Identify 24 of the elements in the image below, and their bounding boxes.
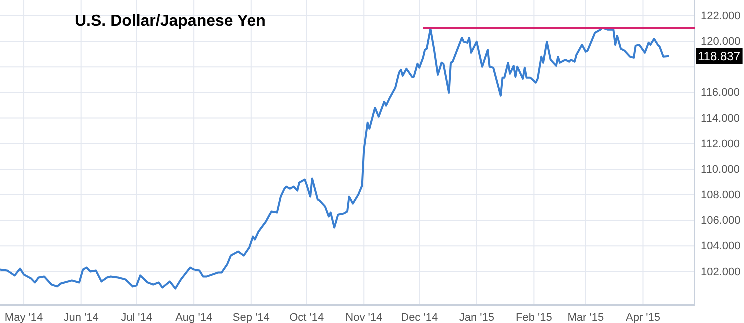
y-tick-label: 102.000 [701,266,741,278]
y-tick-label: 116.000 [701,87,740,100]
x-tick-label: Feb '15 [516,312,552,323]
x-tick-label: Jul '14 [121,312,153,323]
x-tick-label: Oct '14 [290,312,324,323]
x-tick-label: Jan '15 [459,312,494,323]
x-tick-label: May '14 [4,312,44,323]
x-tick-label: Jun '14 [64,312,99,323]
y-tick-label: 110.000 [701,164,740,176]
text: 118.837 [698,49,741,64]
y-tick-label: 108.000 [701,190,741,202]
x-tick-label: Apr '15 [626,312,661,323]
x-tick-label: Nov '14 [346,312,383,323]
y-tick-label: 104.000 [701,240,741,253]
y-tick-label: 106.000 [701,215,741,228]
y-tick-label: 122.000 [701,10,741,23]
y-tick-label: 120.000 [701,36,741,48]
x-tick-label: Sep '14 [232,312,270,323]
x-tick-label: Dec '14 [401,312,438,323]
y-tick-label: 114.000 [701,112,740,125]
x-tick-label: Aug '14 [176,312,213,323]
x-tick-label: Mar '15 [568,312,604,323]
text: U.S. Dollar/Japanese Yen [75,13,266,30]
y-tick-label: 112.000 [701,138,740,150]
